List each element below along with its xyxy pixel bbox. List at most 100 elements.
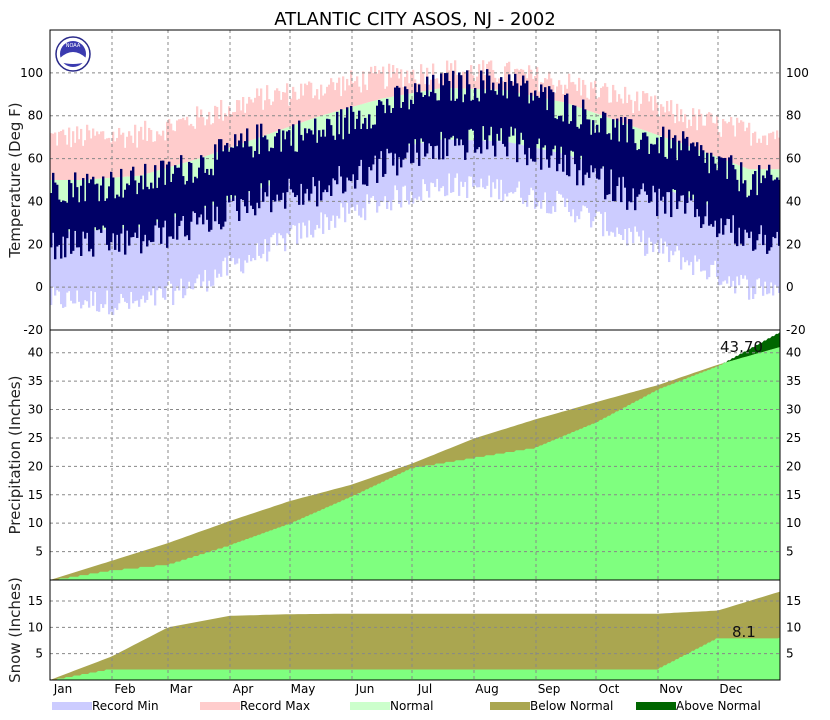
record-max-bar <box>208 111 211 156</box>
record-max-bar <box>504 66 507 90</box>
observed-temp-bar <box>564 94 567 155</box>
record-min-bar <box>154 222 157 306</box>
observed-temp-bar <box>550 89 553 156</box>
observed-temp-bar <box>662 126 665 197</box>
record-min-bar <box>238 195 241 259</box>
record-max-bar <box>294 91 297 125</box>
record-min-bar <box>140 226 143 300</box>
record-max-bar <box>648 101 651 133</box>
month-label: May <box>291 682 316 696</box>
record-max-bar <box>470 65 473 89</box>
observed-temp-bar <box>220 139 223 230</box>
record-min-bar <box>476 140 479 188</box>
record-max-bar <box>496 81 499 90</box>
record-min-bar <box>52 231 55 288</box>
record-max-bar <box>654 95 657 135</box>
record-max-bar <box>658 116 661 136</box>
observed-temp-bar <box>444 73 447 139</box>
record-max-bar <box>594 80 597 114</box>
record-max-bar <box>506 62 509 91</box>
record-min-bar <box>490 140 493 198</box>
observed-temp-bar <box>456 98 459 139</box>
record-max-bar <box>380 73 383 99</box>
record-max-bar <box>588 99 591 111</box>
observed-temp-bar <box>158 177 161 228</box>
record-max-bar <box>640 103 643 130</box>
observed-temp-bar <box>134 180 137 233</box>
y-tick-label-left: 60 <box>28 152 43 166</box>
record-max-bar <box>638 110 641 129</box>
record-min-bar <box>402 146 405 187</box>
record-min-bar <box>158 221 161 289</box>
observed-temp-bar <box>196 178 199 225</box>
record-max-bar <box>352 82 355 107</box>
record-max-bar <box>72 131 75 180</box>
record-max-bar <box>304 83 307 122</box>
precipitation-panel: 5 5 10 10 15 15 20 20 25 25 30 30 35 35 40 40 <box>28 329 801 581</box>
observed-temp-bar <box>490 90 493 127</box>
y-tick-label-left: 10 <box>28 516 43 530</box>
record-min-bar <box>542 149 545 201</box>
record-min-bar <box>168 218 171 281</box>
record-min-bar <box>120 228 123 294</box>
noaa-logo: NOAA <box>55 36 91 72</box>
record-max-bar <box>240 110 243 144</box>
record-min-bar <box>174 216 177 291</box>
record-max-bar <box>406 70 409 95</box>
record-max-bar <box>192 126 195 161</box>
record-min-bar <box>644 182 647 256</box>
observed-temp-bar <box>568 123 571 177</box>
observed-temp-bar <box>86 173 89 233</box>
observed-temp-bar <box>686 136 689 203</box>
observed-temp-bar <box>184 184 187 237</box>
record-max-bar <box>528 65 531 96</box>
observed-temp-bar <box>136 194 139 238</box>
record-max-bar <box>196 106 199 160</box>
record-min-bar <box>162 220 165 298</box>
record-max-bar <box>684 114 687 145</box>
record-max-bar <box>320 84 323 116</box>
record-min-bar <box>446 139 449 196</box>
record-min-bar <box>712 206 715 265</box>
record-min-bar <box>702 202 705 271</box>
record-max-bar <box>224 113 227 150</box>
record-max-bar <box>134 124 137 177</box>
record-max-bar <box>438 83 441 89</box>
record-max-bar <box>282 92 285 130</box>
record-max-bar <box>302 95 305 123</box>
observed-temp-bar <box>566 93 569 176</box>
observed-temp-bar <box>676 160 679 210</box>
record-min-bar <box>738 216 741 286</box>
record-max-bar <box>194 128 197 160</box>
observed-temp-bar <box>652 144 655 186</box>
y-tick-label-left: 20 <box>28 237 43 251</box>
record-max-bar <box>124 147 127 177</box>
normal-bar <box>296 124 299 176</box>
record-max-bar <box>232 112 235 147</box>
snow-total-annotation: 8.1 <box>732 623 756 641</box>
record-max-bar <box>372 73 375 102</box>
observed-temp-bar <box>344 117 347 192</box>
y-tick-label-left: 15 <box>28 488 43 502</box>
record-max-bar <box>582 79 585 109</box>
record-max-bar <box>760 142 763 170</box>
record-min-bar <box>524 145 527 201</box>
record-max-bar <box>152 141 155 172</box>
record-min-bar <box>572 156 575 210</box>
record-max-bar <box>644 93 647 131</box>
observed-temp-bar <box>208 174 211 232</box>
observed-temp-bar <box>580 124 583 156</box>
record-min-bar <box>388 148 391 202</box>
observed-temp-bar <box>80 185 83 256</box>
observed-temp-bar <box>186 180 189 236</box>
record-max-bar <box>244 112 247 143</box>
record-max-bar <box>230 114 233 148</box>
record-max-bar <box>108 137 111 178</box>
observed-temp-bar <box>58 199 61 246</box>
observed-temp-bar <box>322 129 325 193</box>
record-max-bar <box>708 112 711 154</box>
record-max-bar <box>140 126 143 176</box>
record-min-bar <box>144 225 147 303</box>
record-max-bar <box>672 114 675 141</box>
record-min-bar <box>358 156 361 216</box>
